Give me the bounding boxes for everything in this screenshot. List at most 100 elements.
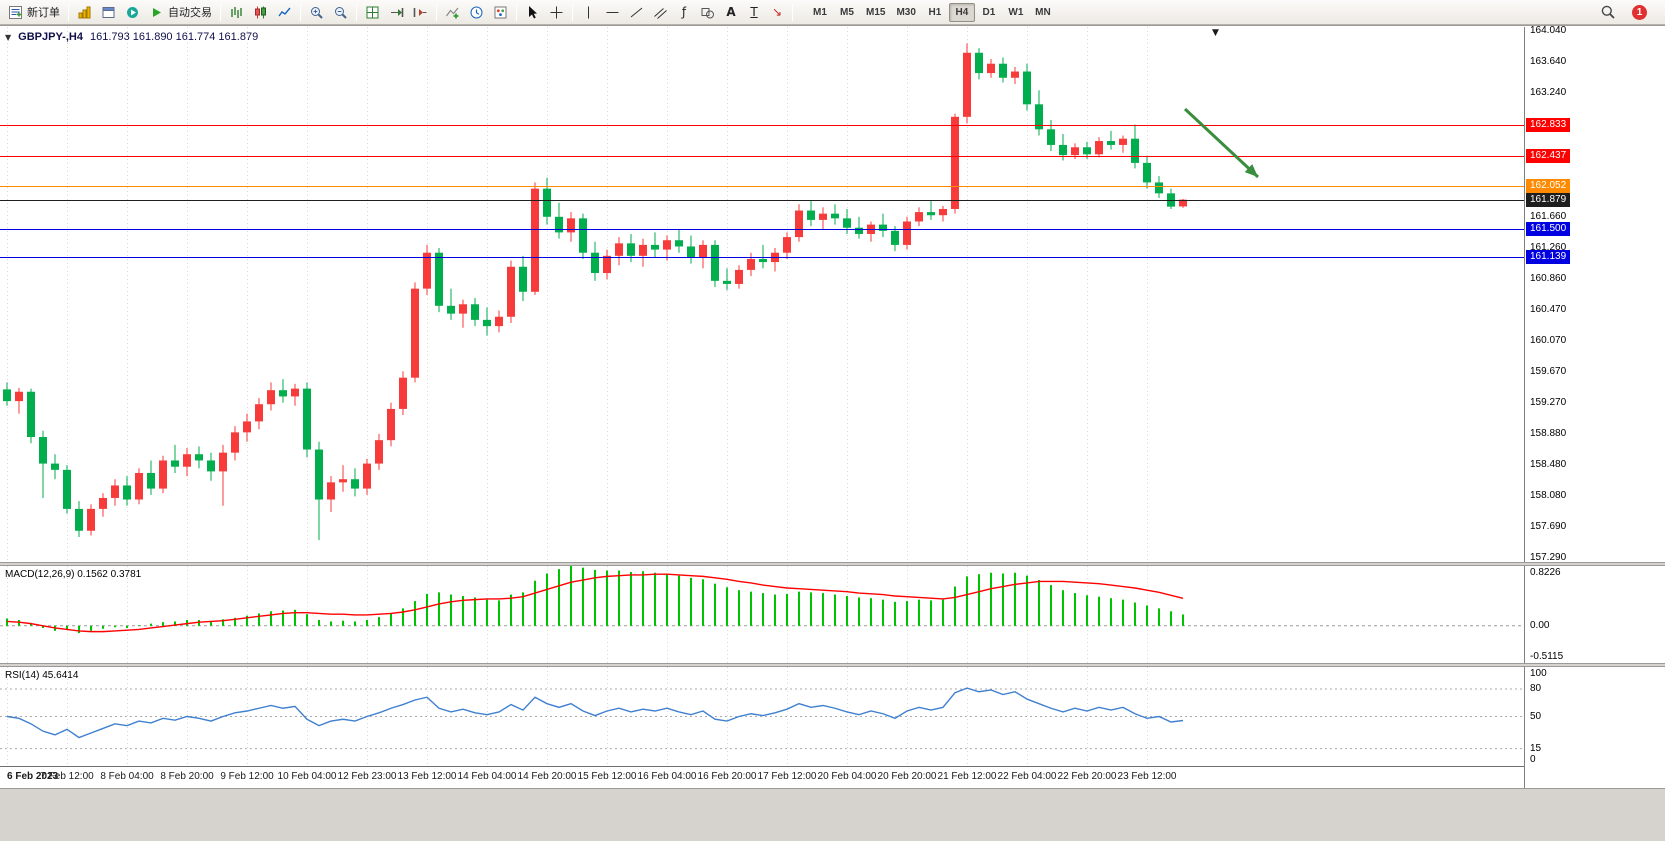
rsi-chart-canvas[interactable] xyxy=(0,667,1524,766)
candle xyxy=(903,221,911,245)
vertical-line-tool-button[interactable] xyxy=(577,2,600,23)
time-label: 15 Feb 12:00 xyxy=(577,771,637,782)
auto-scroll-button[interactable] xyxy=(385,2,408,23)
candle xyxy=(207,460,215,472)
pane-splitter[interactable] xyxy=(0,562,1665,566)
trendline-tool-button[interactable] xyxy=(625,2,648,23)
autotrading-play-icon xyxy=(153,7,161,17)
collapse-icon[interactable]: ▼ xyxy=(5,32,12,42)
time-label: 17 Feb 12:00 xyxy=(757,771,817,782)
autotrading-button[interactable]: 自动交易 xyxy=(145,2,216,23)
toolbar-separator xyxy=(516,3,517,21)
trend-arrow xyxy=(1183,107,1260,179)
periods-button[interactable] xyxy=(465,2,488,23)
candle xyxy=(399,377,407,409)
line-chart-button[interactable] xyxy=(273,2,296,23)
profiles-button[interactable] xyxy=(97,2,120,23)
new-chart-button[interactable] xyxy=(73,2,96,23)
toolbar-separator xyxy=(356,3,357,21)
crosshair-button[interactable] xyxy=(545,2,568,23)
timeframe-group: M1 M5 M15 M30 H1 H4 D1 W1 MN xyxy=(807,2,1056,22)
zoom-in-button[interactable] xyxy=(305,2,328,23)
tile-windows-button[interactable] xyxy=(361,2,384,23)
price-pane[interactable]: ▼ GBPJPY-,H4 161.793 161.890 161.774 161… xyxy=(0,27,1524,562)
price-chart-canvas[interactable] xyxy=(0,27,1524,562)
candle-chart-button[interactable] xyxy=(249,2,272,23)
zoom-out-icon xyxy=(335,6,347,19)
new-order-button[interactable]: 新订单 xyxy=(4,2,64,23)
channel-tool-button[interactable] xyxy=(649,2,672,23)
timeframe-d1-button[interactable]: D1 xyxy=(976,3,1002,22)
rsi-pane[interactable]: RSI(14) 45.6414 xyxy=(0,667,1524,766)
rsi-line xyxy=(6,687,1184,739)
search-button[interactable] xyxy=(1596,2,1620,23)
chart-shift-icon xyxy=(413,7,427,17)
toolbar-separator xyxy=(792,3,793,21)
trend-arrow-head xyxy=(1244,164,1258,177)
macd-chart-canvas[interactable] xyxy=(0,566,1524,663)
candle xyxy=(99,497,107,509)
time-label: 9 Feb 12:00 xyxy=(220,771,274,782)
chart-shift-marker-icon[interactable]: ▼ xyxy=(1212,28,1219,38)
macd-pane[interactable]: MACD(12,26,9) 0.1562 0.3781 xyxy=(0,566,1524,663)
price-axis[interactable]: 164.040 163.640 163.240 161.660 161.260 160.8… xyxy=(1524,25,1665,788)
candle xyxy=(555,216,563,233)
candle xyxy=(615,243,623,256)
zoom-out-button[interactable] xyxy=(329,2,352,23)
horizontal-line-tool-button[interactable] xyxy=(601,2,624,23)
candle xyxy=(723,280,731,284)
timeframe-m5-button[interactable]: M5 xyxy=(834,3,860,22)
candle xyxy=(831,213,839,219)
bar-chart-icon xyxy=(231,6,242,18)
price-tick: 158.480 xyxy=(1530,459,1567,471)
shapes-tool-button[interactable] xyxy=(696,2,719,23)
candle xyxy=(543,188,551,217)
timeframe-h4-button[interactable]: H4 xyxy=(948,2,975,22)
crosshair-icon xyxy=(550,6,563,18)
rsi-label: RSI(14) 45.6414 xyxy=(5,670,79,681)
market-watch-button[interactable] xyxy=(121,2,144,23)
price-tick: 163.240 xyxy=(1530,87,1567,99)
profiles-icon xyxy=(102,6,115,18)
price-tag: 162.833 xyxy=(1526,118,1571,133)
candle xyxy=(303,388,311,450)
time-label: 7 Feb 12:00 xyxy=(40,771,94,782)
time-label: 12 Feb 23:00 xyxy=(337,771,397,782)
periods-clock-icon xyxy=(470,6,483,18)
pane-splitter[interactable] xyxy=(0,663,1665,667)
bar-chart-button[interactable] xyxy=(225,2,248,23)
fibonacci-tool-button[interactable]: ƒ xyxy=(673,2,695,23)
timeframe-mn-button[interactable]: MN xyxy=(1030,3,1056,22)
timeframe-w1-button[interactable]: W1 xyxy=(1003,3,1029,22)
arrows-tool-button[interactable]: ↘ xyxy=(766,2,788,23)
label-tool-button[interactable]: T xyxy=(743,2,765,23)
templates-button[interactable] xyxy=(489,2,512,23)
cursor-button[interactable] xyxy=(521,2,544,23)
trendline-icon xyxy=(630,7,643,17)
price-tick: 160.860 xyxy=(1530,273,1567,285)
rsi-axis-label: 15 xyxy=(1530,742,1542,754)
timeframe-h1-button[interactable]: H1 xyxy=(922,3,948,22)
candle xyxy=(639,244,647,256)
notification-badge[interactable]: 1 xyxy=(1632,4,1647,20)
candle xyxy=(1179,199,1187,207)
candle xyxy=(591,252,599,274)
candle xyxy=(123,485,131,500)
candle xyxy=(531,188,539,292)
candle xyxy=(39,437,47,464)
candle xyxy=(1035,104,1043,130)
chart-shift-button[interactable] xyxy=(409,2,432,23)
price-tick: 161.660 xyxy=(1530,210,1567,222)
timeframe-m15-button[interactable]: M15 xyxy=(861,3,890,22)
candle xyxy=(423,252,431,289)
candle xyxy=(315,449,323,500)
candle xyxy=(159,460,167,489)
candle xyxy=(363,463,371,489)
text-tool-button[interactable]: A xyxy=(720,2,742,23)
time-axis[interactable]: 6 Feb 2023 7 Feb 12:00 8 Feb 04:00 8 Feb 20… xyxy=(0,766,1524,788)
timeframe-m30-button[interactable]: M30 xyxy=(891,3,920,22)
timeframe-m1-button[interactable]: M1 xyxy=(807,3,833,22)
indicators-button[interactable] xyxy=(441,2,464,23)
price-tag: 162.052 xyxy=(1526,179,1571,194)
candle xyxy=(603,255,611,274)
